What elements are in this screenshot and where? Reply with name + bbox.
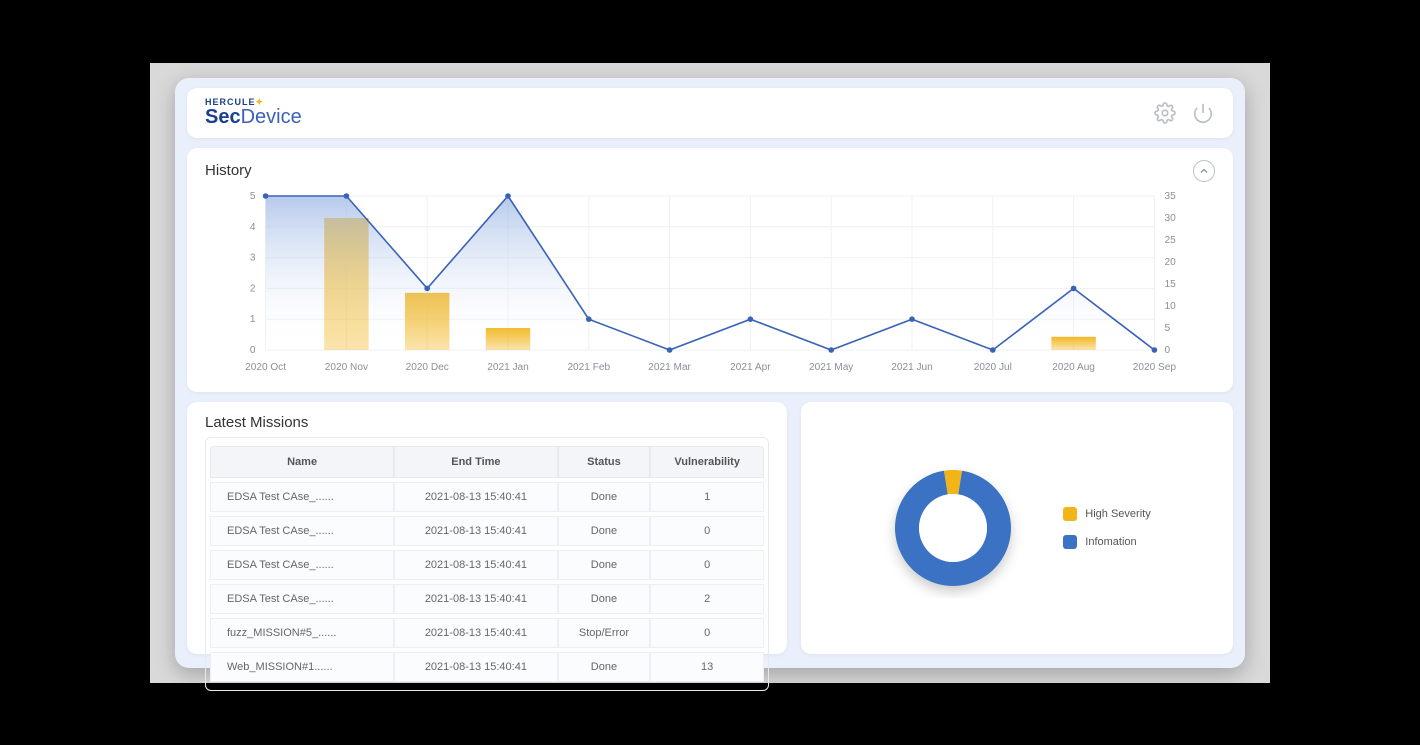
table-cell: 2 — [650, 584, 764, 614]
table-cell: Done — [558, 652, 651, 682]
collapse-icon[interactable] — [1193, 160, 1215, 182]
power-icon[interactable] — [1191, 101, 1215, 125]
legend-item: High Severity — [1063, 507, 1150, 521]
svg-text:25: 25 — [1165, 235, 1177, 246]
svg-text:2021 Jan: 2021 Jan — [487, 362, 529, 373]
table-cell: Done — [558, 584, 651, 614]
table-cell: 0 — [650, 550, 764, 580]
missions-col-header: Vulnerability — [650, 446, 764, 478]
logo-line2-left: Sec — [205, 106, 241, 128]
history-panel: History 0 1 2 3 4 5 0 5 10 15 20 25 30 35 2020 Oct 2020… — [187, 148, 1233, 392]
table-row[interactable]: EDSA Test CAse_......2021-08-13 15:40:41… — [210, 584, 764, 614]
table-row[interactable]: Web_MISSION#1......2021-08-13 15:40:41Do… — [210, 652, 764, 682]
legend-swatch — [1063, 507, 1077, 521]
table-cell: EDSA Test CAse_...... — [210, 516, 394, 546]
outer-frame: HERCULE✦ SecDevice — [150, 63, 1270, 683]
svg-text:2021 May: 2021 May — [809, 362, 853, 373]
table-cell: fuzz_MISSION#5_...... — [210, 618, 394, 648]
table-cell: 0 — [650, 618, 764, 648]
history-title: History — [205, 162, 252, 179]
history-chart: 0 1 2 3 4 5 0 5 10 15 20 25 30 35 2020 Oct 2020 Nov 2020… — [205, 188, 1215, 378]
legend-item: Infomation — [1063, 535, 1150, 549]
missions-col-header: Name — [210, 446, 394, 478]
missions-panel: Latest Missions NameEnd TimeStatusVulner… — [187, 402, 787, 654]
table-cell: EDSA Test CAse_...... — [210, 482, 394, 512]
svg-text:2021 Mar: 2021 Mar — [648, 362, 691, 373]
missions-col-header: Status — [558, 446, 651, 478]
missions-title: Latest Missions — [205, 414, 308, 431]
svg-text:0: 0 — [1165, 345, 1171, 356]
table-cell: Done — [558, 550, 651, 580]
table-cell: 2021-08-13 15:40:41 — [394, 482, 557, 512]
legend-swatch — [1063, 535, 1077, 549]
table-cell: EDSA Test CAse_...... — [210, 550, 394, 580]
table-cell: 2021-08-13 15:40:41 — [394, 584, 557, 614]
app-window: HERCULE✦ SecDevice — [175, 78, 1245, 668]
svg-text:30: 30 — [1165, 213, 1177, 224]
svg-text:4: 4 — [250, 221, 256, 232]
legend-label: Infomation — [1085, 536, 1136, 548]
svg-text:2: 2 — [250, 283, 256, 294]
table-cell: 13 — [650, 652, 764, 682]
table-row[interactable]: EDSA Test CAse_......2021-08-13 15:40:41… — [210, 550, 764, 580]
logo-line2-right: Device — [241, 106, 302, 128]
svg-text:2021 Apr: 2021 Apr — [730, 362, 771, 373]
svg-text:1: 1 — [250, 314, 256, 325]
legend-label: High Severity — [1085, 508, 1150, 520]
svg-text:2020 Sep: 2020 Sep — [1133, 362, 1177, 373]
table-cell: Stop/Error — [558, 618, 651, 648]
table-cell: 1 — [650, 482, 764, 512]
table-row[interactable]: EDSA Test CAse_......2021-08-13 15:40:41… — [210, 482, 764, 512]
svg-text:35: 35 — [1165, 191, 1177, 202]
svg-text:2020 Aug: 2020 Aug — [1052, 362, 1095, 373]
app-logo: HERCULE✦ SecDevice — [205, 98, 302, 127]
table-cell: 0 — [650, 516, 764, 546]
svg-text:2020 Dec: 2020 Dec — [406, 362, 449, 373]
svg-text:5: 5 — [1165, 323, 1171, 334]
table-row[interactable]: fuzz_MISSION#5_......2021-08-13 15:40:41… — [210, 618, 764, 648]
severity-legend: High Severity Infomation — [1063, 507, 1150, 549]
svg-text:2020 Nov: 2020 Nov — [325, 362, 368, 373]
svg-text:2021 Jun: 2021 Jun — [891, 362, 933, 373]
svg-text:10: 10 — [1165, 301, 1177, 312]
table-cell: EDSA Test CAse_...... — [210, 584, 394, 614]
severity-panel: High Severity Infomation — [801, 402, 1233, 654]
svg-text:15: 15 — [1165, 279, 1177, 290]
table-cell: Web_MISSION#1...... — [210, 652, 394, 682]
severity-donut — [883, 458, 1023, 598]
topbar: HERCULE✦ SecDevice — [187, 88, 1233, 138]
svg-text:3: 3 — [250, 252, 256, 263]
table-row[interactable]: EDSA Test CAse_......2021-08-13 15:40:41… — [210, 516, 764, 546]
table-cell: 2021-08-13 15:40:41 — [394, 550, 557, 580]
settings-icon[interactable] — [1153, 101, 1177, 125]
missions-col-header: End Time — [394, 446, 557, 478]
table-cell: Done — [558, 516, 651, 546]
table-cell: 2021-08-13 15:40:41 — [394, 618, 557, 648]
table-cell: Done — [558, 482, 651, 512]
svg-text:2021 Feb: 2021 Feb — [567, 362, 610, 373]
svg-text:20: 20 — [1165, 257, 1177, 268]
svg-text:5: 5 — [250, 191, 256, 202]
table-cell: 2021-08-13 15:40:41 — [394, 516, 557, 546]
svg-text:2020 Oct: 2020 Oct — [245, 362, 286, 373]
svg-text:0: 0 — [250, 345, 256, 356]
svg-text:2020 Jul: 2020 Jul — [974, 362, 1012, 373]
table-cell: 2021-08-13 15:40:41 — [394, 652, 557, 682]
missions-table: NameEnd TimeStatusVulnerability EDSA Tes… — [210, 442, 764, 686]
